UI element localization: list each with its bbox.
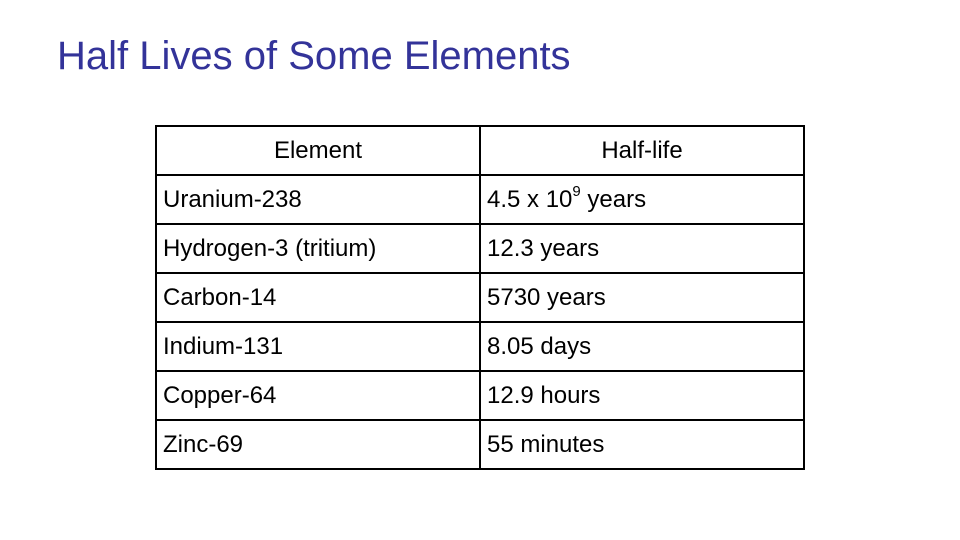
table-row: Carbon-14 5730 years (155, 272, 805, 323)
half-life-exponent: 9 (572, 183, 581, 200)
cell-element: Zinc-69 (155, 419, 481, 470)
cell-half-life: 4.5 x 109 years (479, 174, 805, 225)
table-row: Hydrogen-3 (tritium) 12.3 years (155, 223, 805, 274)
cell-half-life: 5730 years (479, 272, 805, 323)
half-life-unit: years (580, 186, 647, 213)
cell-half-life: 8.05 days (479, 321, 805, 372)
table-row: Copper-64 12.9 hours (155, 370, 805, 421)
cell-element: Uranium-238 (155, 174, 481, 225)
cell-half-life: 55 minutes (479, 419, 805, 470)
cell-element: Indium-131 (155, 321, 481, 372)
cell-element: Hydrogen-3 (tritium) (155, 223, 481, 274)
cell-element: Copper-64 (155, 370, 481, 421)
halflife-table-container: Element Half-life Uranium-238 4.5 x 109 … (155, 125, 805, 470)
half-life-base: 4.5 x 10 (487, 186, 573, 213)
halflife-table: Element Half-life Uranium-238 4.5 x 109 … (155, 125, 805, 470)
slide-title: Half Lives of Some Elements (57, 34, 571, 78)
cell-element: Carbon-14 (155, 272, 481, 323)
header-element: Element (155, 125, 481, 176)
table-row: Indium-131 8.05 days (155, 321, 805, 372)
table-row: Zinc-69 55 minutes (155, 419, 805, 470)
cell-half-life: 12.3 years (479, 223, 805, 274)
cell-half-life: 12.9 hours (479, 370, 805, 421)
table-row: Uranium-238 4.5 x 109 years (155, 174, 805, 225)
header-half-life: Half-life (479, 125, 805, 176)
table-header-row: Element Half-life (155, 125, 805, 176)
